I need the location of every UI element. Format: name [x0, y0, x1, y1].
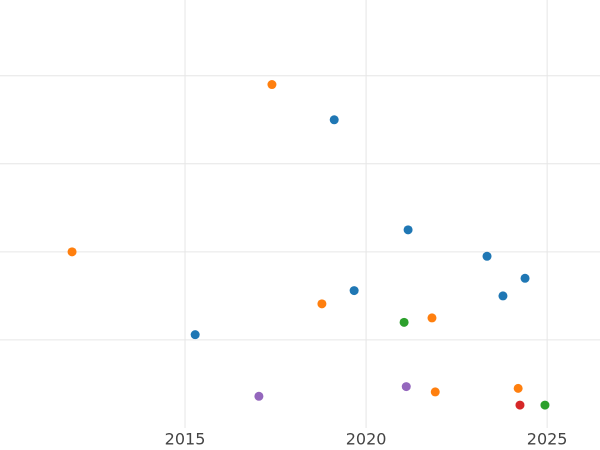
point: [329, 115, 339, 125]
point: [349, 286, 359, 296]
point: [67, 247, 77, 257]
point: [540, 400, 550, 410]
x-tick-label: 2025: [527, 430, 568, 449]
point: [317, 299, 327, 309]
point: [401, 382, 411, 392]
point: [254, 391, 264, 401]
x-tick-label: 2020: [346, 430, 387, 449]
x-tick-label: 2015: [165, 430, 206, 449]
point: [513, 383, 523, 393]
point: [520, 273, 530, 283]
point: [430, 387, 440, 397]
point: [482, 251, 492, 261]
point: [399, 317, 409, 327]
point: [267, 80, 277, 90]
point: [498, 291, 508, 301]
point: [427, 313, 437, 323]
point: [403, 225, 413, 235]
point: [190, 330, 200, 340]
point: [515, 400, 525, 410]
